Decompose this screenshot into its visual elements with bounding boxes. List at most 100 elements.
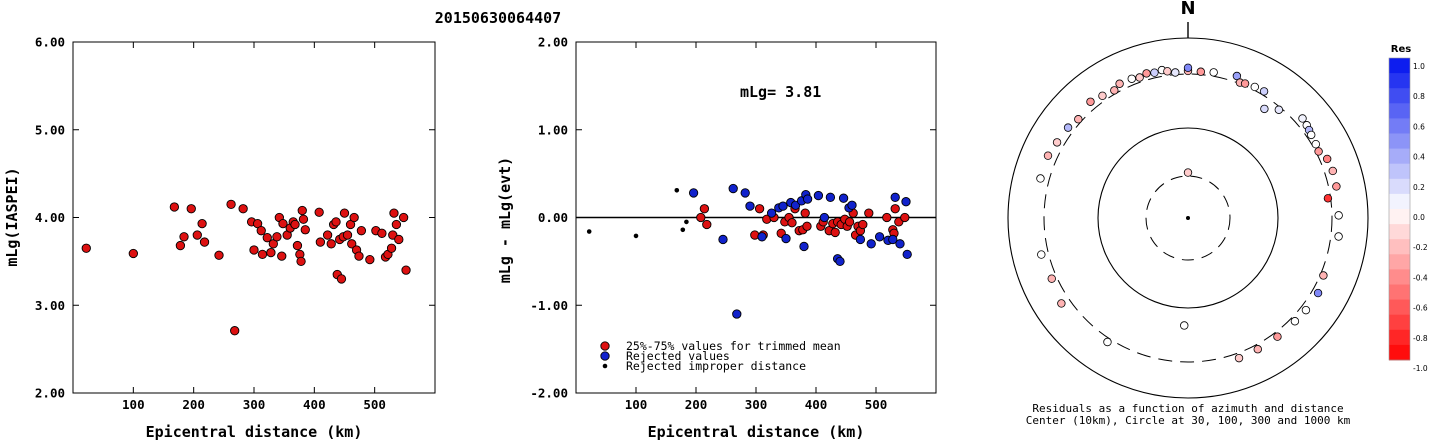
colorbar-frame	[1388, 57, 1411, 361]
station-residual-point	[1183, 168, 1193, 177]
residual-point-trimmed-mean	[787, 218, 797, 228]
colorbar-tick-label: -0.6	[1413, 304, 1428, 313]
station-residual-point	[1328, 166, 1337, 176]
residual-point-rejected	[901, 197, 911, 207]
station-residual-point	[1043, 151, 1053, 160]
residual-point-trimmed-mean	[830, 227, 840, 238]
station-residual-point	[1334, 211, 1343, 220]
magnitude-point	[296, 256, 306, 267]
north-label: N	[1180, 0, 1195, 19]
station-residual-point	[1301, 305, 1311, 315]
magnitude-point	[365, 254, 375, 265]
colorbar-swatch	[1389, 133, 1410, 149]
colorbar-swatch	[1389, 209, 1410, 225]
colorbar-swatch	[1389, 73, 1410, 89]
residual-point-rejected	[819, 212, 830, 223]
magnitude-point	[322, 230, 333, 240]
colorbar-swatch	[1389, 269, 1410, 285]
residual-point-improper-distance	[684, 219, 689, 225]
polar-stations	[1036, 63, 1343, 363]
residual-point-rejected	[718, 234, 728, 245]
station-residual-point	[1037, 250, 1046, 259]
residual-points	[586, 183, 912, 319]
colorbar-swatch	[1389, 299, 1410, 316]
station-residual-point	[1057, 299, 1066, 308]
residual-y-tick-label: -2.00	[530, 386, 568, 401]
polar-caption-line2: Center (10km), Circle at 30, 100, 300 an…	[1026, 414, 1351, 427]
station-residual-point	[1322, 154, 1332, 164]
polar-caption-line1: Residuals as a function of azimuth and d…	[1032, 402, 1343, 415]
station-residual-point	[1307, 130, 1316, 140]
station-residual-point	[1323, 194, 1333, 203]
magnitude-point	[199, 237, 210, 247]
residual-point-improper-distance	[633, 233, 639, 239]
magnitude-point	[169, 202, 180, 212]
residual-y-axis: -2.00 -1.00 0.00 1.00 2.00	[530, 35, 936, 401]
magnitude-point	[342, 230, 353, 240]
magnitude-y-tick-label: 4.00	[35, 210, 65, 225]
station-residual-point	[1103, 337, 1112, 347]
legend-label-trimmed-mean: 25%-75% values for trimmed mean	[626, 339, 841, 353]
magnitude-x-tick-label: 100	[122, 397, 145, 412]
colorbar-swatch	[1389, 58, 1410, 74]
magnitude-point	[179, 232, 189, 242]
colorbar-swatch	[1389, 314, 1410, 331]
residual-point-rejected	[895, 239, 905, 249]
residual-point-trimmed-mean	[696, 212, 706, 223]
event-id-title: 20150630064407	[435, 9, 561, 27]
station-residual-point	[1250, 82, 1259, 92]
residual-point-rejected	[855, 234, 866, 245]
magnitude-point	[326, 239, 336, 249]
ring-1000km	[1007, 37, 1369, 399]
colorbar-tick-label: 0.8	[1413, 92, 1425, 101]
station-residual-point	[1253, 345, 1262, 354]
station-residual-point	[1127, 74, 1136, 83]
magnitude-point	[81, 243, 91, 253]
station-residual-point	[1273, 332, 1282, 341]
residual-x-tick-label: 300	[745, 397, 768, 412]
residual-panel: -2.00 -1.00 0.00 1.00 2.00 100 200 300 400 500 m…	[496, 35, 937, 441]
residual-point-rejected	[728, 183, 738, 194]
residual-point-rejected	[890, 192, 900, 202]
colorbar-swatch	[1389, 254, 1410, 270]
residual-point-rejected	[757, 232, 767, 242]
magnitude-point	[128, 248, 138, 259]
magnitude-point	[262, 233, 272, 243]
magnitude-point	[331, 217, 341, 227]
residual-y-tick-label: 0.00	[538, 210, 568, 225]
residual-point-rejected	[802, 194, 813, 204]
colorbar-ticks: 1.0 0.8 0.6 0.4 0.2 0.0 -0.2 -0.4 -0.6 -0.8 -1.0	[1413, 62, 1428, 373]
magnitude-x-axis-label: Epicentral distance (km)	[146, 423, 363, 441]
residual-point-rejected	[838, 193, 849, 203]
colorbar-swatch	[1389, 163, 1410, 180]
magnitude-point	[257, 249, 268, 260]
residual-point-trimmed-mean	[882, 212, 892, 223]
residual-point-trimmed-mean	[858, 219, 868, 230]
residual-x-axis-label: Epicentral distance (km)	[648, 423, 865, 441]
station-residual-point	[1115, 79, 1124, 88]
magnitude-point	[290, 219, 300, 230]
colorbar-swatch	[1389, 329, 1410, 346]
station-residual-point	[1171, 68, 1180, 77]
polar-panel: N Residuals as a function of azimuth and…	[1007, 0, 1428, 427]
magnitude-point	[272, 232, 282, 242]
colorbar-tick-label: 0.2	[1413, 183, 1425, 192]
magnitude-point	[391, 219, 402, 230]
magnitude-point	[356, 226, 367, 236]
magnitude-point	[226, 199, 236, 209]
colorbar-title: Res	[1391, 44, 1411, 55]
magnitude-y-tick-label: 3.00	[35, 298, 65, 313]
magnitude-x-axis: 100 200 300 400 500	[122, 42, 386, 412]
station-residual-point	[1240, 79, 1250, 88]
magnitude-y-tick-label: 2.00	[35, 386, 65, 401]
magnitude-point	[297, 205, 307, 216]
residual-point-rejected	[866, 239, 876, 249]
residual-point-rejected	[740, 188, 750, 198]
colorbar-tick-label: 0.0	[1413, 213, 1425, 222]
station-residual-point	[1196, 67, 1205, 76]
residual-point-rejected	[835, 256, 845, 267]
magnitude-point	[214, 250, 224, 260]
magnitude-y-tick-label: 5.00	[35, 122, 65, 137]
colorbar-tick-label: 0.4	[1413, 153, 1425, 162]
residual-point-rejected	[732, 309, 742, 319]
